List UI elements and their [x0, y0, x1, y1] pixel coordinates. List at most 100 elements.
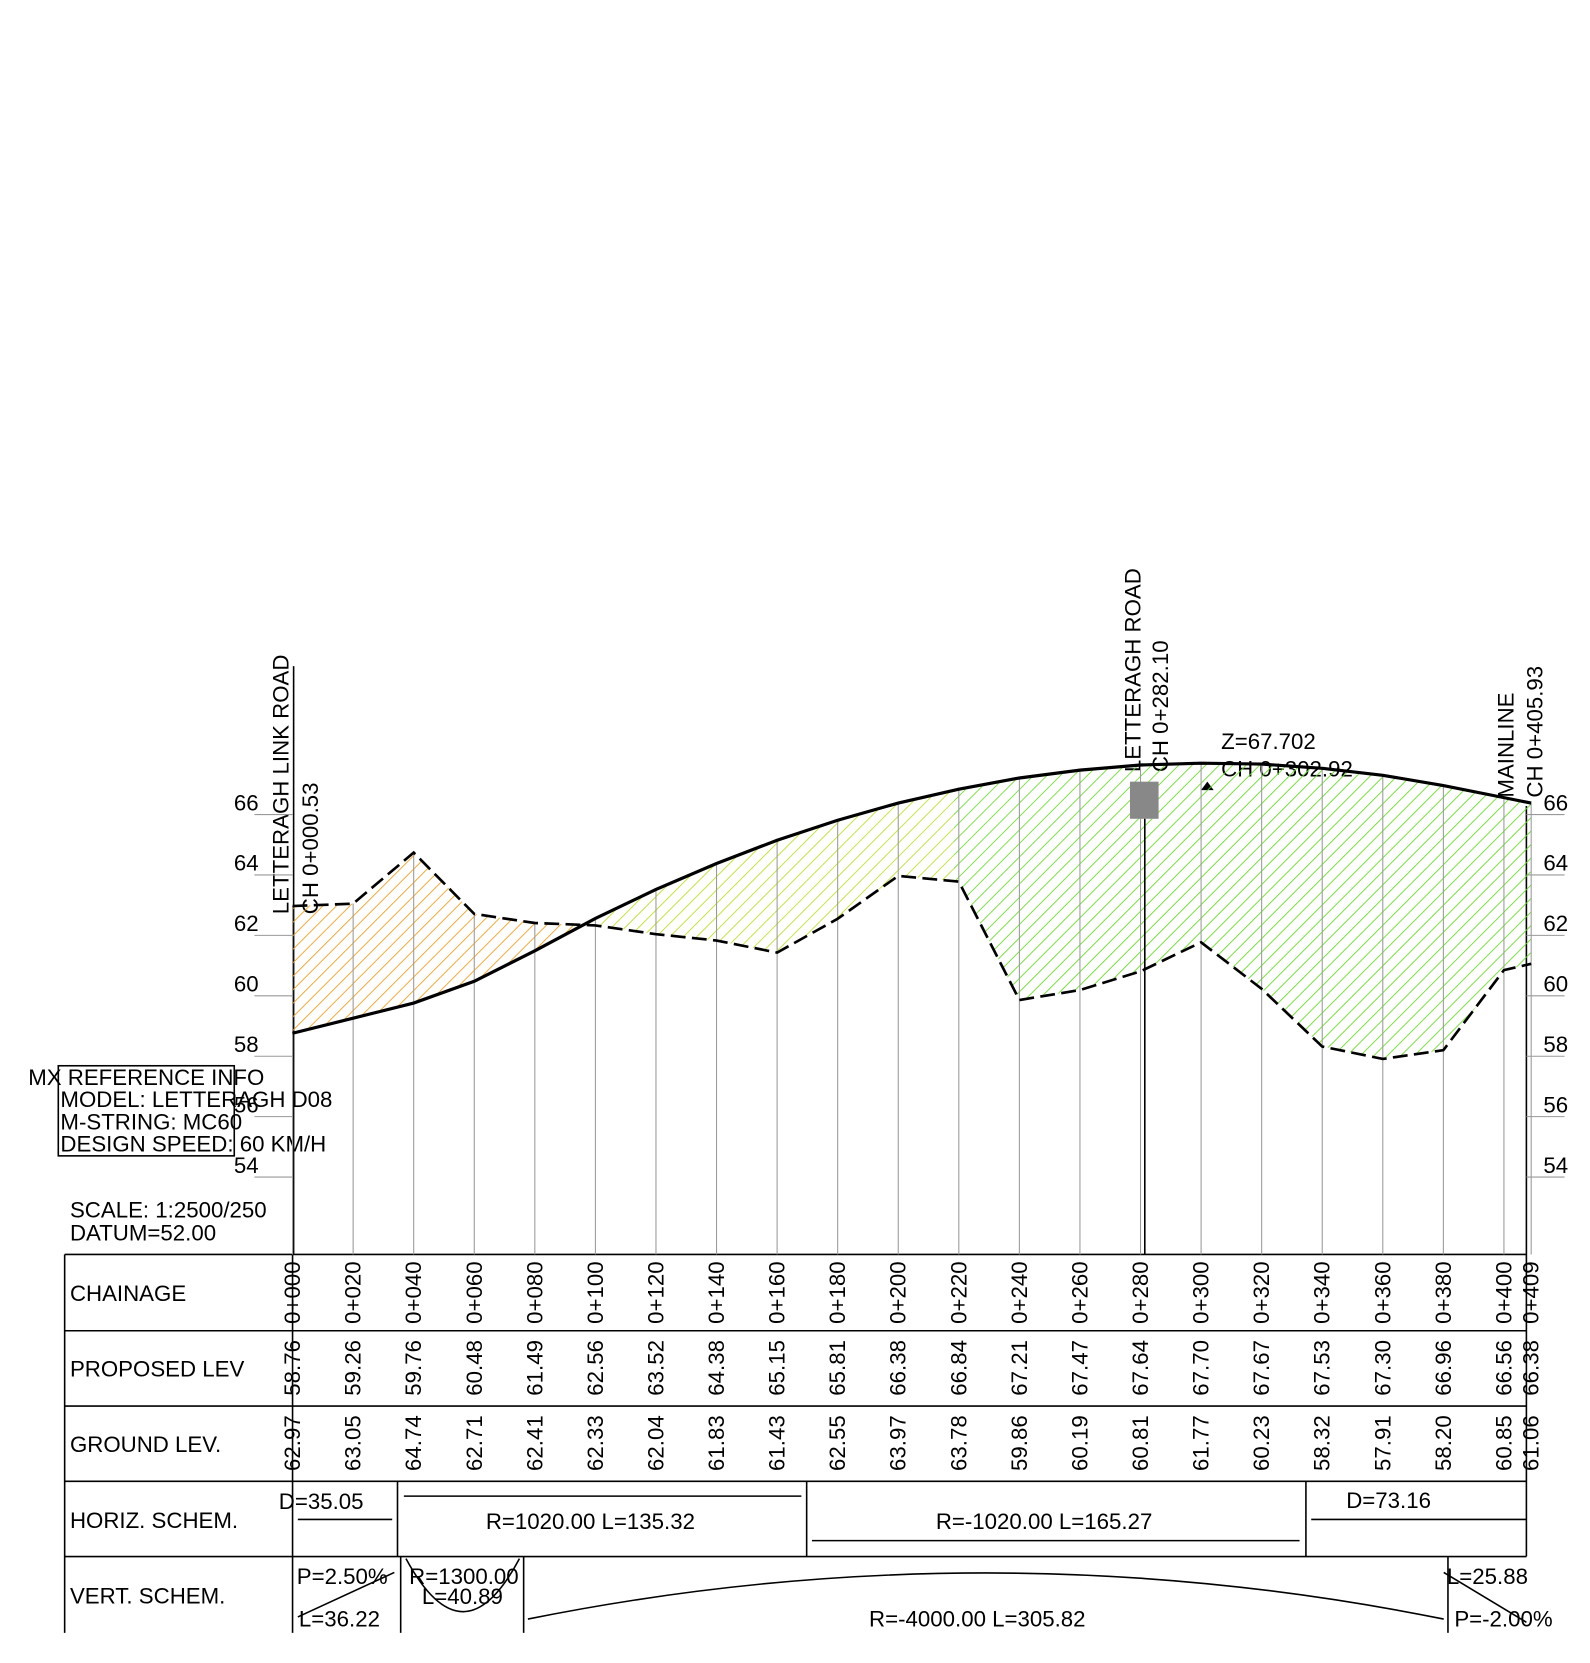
reference-box — [57, 1064, 236, 1157]
vert-schem: L=25.88 — [1447, 1564, 1528, 1589]
ground-cell: 61.83 — [704, 1415, 729, 1471]
earthwork-hatch — [954, 763, 1532, 1059]
chainage-cell: 0+340 — [1310, 1261, 1335, 1324]
ground-cell: 60.81 — [1128, 1415, 1153, 1471]
horiz-schem: R=-1020.00 L=165.27 — [936, 1509, 1153, 1534]
row-label: PROPOSED LEV — [70, 1357, 245, 1382]
level-label: 66 — [1543, 790, 1568, 815]
reference-line: MX REFERENCE INFO — [28, 1065, 264, 1090]
annotation: CH 0+282.10 — [1148, 640, 1173, 772]
earthwork-hatch — [593, 790, 954, 953]
level-label: 62 — [234, 911, 259, 936]
vert-schem: P=2.50% — [297, 1564, 388, 1589]
proposed-cell: 61.49 — [522, 1340, 547, 1396]
datum: DATUM=52.00 — [70, 1221, 216, 1246]
bridge — [1129, 781, 1159, 819]
proposed-cell: 67.21 — [1007, 1340, 1032, 1396]
row-label: VERT. SCHEM. — [70, 1583, 225, 1608]
proposed-cell: 67.67 — [1249, 1340, 1274, 1396]
row-label: CHAINAGE — [70, 1281, 186, 1306]
scale: SCALE: 1:2500/250 — [70, 1197, 267, 1222]
proposed-cell: 63.52 — [643, 1340, 668, 1396]
ground-cell: 62.71 — [462, 1415, 487, 1471]
ground-cell: 62.33 — [583, 1415, 608, 1471]
level-label: 64 — [1543, 851, 1568, 876]
row-label: GROUND LEV. — [70, 1432, 221, 1457]
level-label: 64 — [234, 851, 259, 876]
level-label: 66 — [234, 790, 259, 815]
ground-cell: 62.55 — [825, 1415, 850, 1471]
annotation: MAINLINE — [1494, 692, 1519, 797]
chainage-cell: 0+060 — [462, 1261, 487, 1324]
ground-cell: 61.77 — [1189, 1415, 1214, 1471]
level-label: 60 — [1543, 972, 1568, 997]
horiz-schem: D=35.05 — [279, 1489, 364, 1514]
chainage-cell: 0+280 — [1128, 1261, 1153, 1324]
chainage-cell: 0+080 — [522, 1261, 547, 1324]
level-label: 54 — [1543, 1153, 1568, 1178]
proposed-cell: 58.76 — [280, 1340, 305, 1396]
proposed-cell: 64.38 — [704, 1340, 729, 1396]
chainage-cell: 0+040 — [401, 1261, 426, 1324]
chainage-cell: 0+320 — [1249, 1261, 1274, 1324]
proposed-cell: 66.38 — [1519, 1340, 1544, 1396]
ground-line — [292, 850, 1532, 1061]
level-label: 62 — [1543, 911, 1568, 936]
ground-cell: 61.06 — [1519, 1415, 1544, 1471]
chainage-cell: 0+220 — [946, 1261, 971, 1324]
reference-line: DESIGN SPEED: 60 KM/H — [60, 1132, 326, 1157]
ground-cell: 58.20 — [1431, 1415, 1456, 1471]
proposed-cell: 62.56 — [583, 1340, 608, 1396]
proposed-cell: 65.81 — [825, 1340, 850, 1396]
proposed-cell: 67.64 — [1128, 1340, 1153, 1396]
table-frame — [63, 1253, 1528, 1633]
chainage-cell: 0+160 — [765, 1261, 790, 1324]
ground-cell: 62.41 — [522, 1415, 547, 1471]
proposed-cell: 66.38 — [886, 1340, 911, 1396]
ground-cell: 64.74 — [401, 1415, 426, 1471]
ground-cell: 63.97 — [886, 1415, 911, 1471]
ground-cell: 62.97 — [280, 1415, 305, 1471]
chainage-cell: 0+300 — [1189, 1261, 1214, 1324]
ground-cell: 58.32 — [1310, 1415, 1335, 1471]
ground-cell: 60.19 — [1067, 1415, 1092, 1471]
proposed-cell: 66.84 — [946, 1340, 971, 1396]
vert-schem: L=40.89 — [422, 1584, 503, 1609]
chainage-cell: 0+100 — [583, 1261, 608, 1324]
vert-schem: R=-4000.00 L=305.82 — [869, 1607, 1086, 1632]
chainage-cell: 0+409 — [1519, 1261, 1544, 1324]
annotation: Z=67.702 — [1221, 729, 1316, 754]
horiz-schem: D=73.16 — [1346, 1488, 1431, 1513]
annotation: CH 0+000.53 — [298, 782, 323, 914]
chainage-cell: 0+380 — [1431, 1261, 1456, 1324]
vert-schem: R=1300.00 — [409, 1564, 518, 1589]
level-label: 58 — [1543, 1032, 1568, 1057]
vert-schem: P=-2.00% — [1454, 1607, 1552, 1632]
ground-cell: 61.43 — [765, 1415, 790, 1471]
ground-cell: 59.86 — [1007, 1415, 1032, 1471]
proposed-cell: 66.56 — [1491, 1340, 1516, 1396]
reference-line: MODEL: LETTERAGH D08 — [60, 1087, 332, 1112]
proposed-cell: 67.30 — [1370, 1340, 1395, 1396]
level-label: 56 — [1543, 1092, 1568, 1117]
proposed-cell: 67.70 — [1189, 1340, 1214, 1396]
horiz-schem: R=1020.00 L=135.32 — [486, 1509, 695, 1534]
proposed-cell: 60.48 — [462, 1340, 487, 1396]
chainage-cell: 0+360 — [1370, 1261, 1395, 1324]
chainage-cell: 0+240 — [1007, 1261, 1032, 1324]
reference-line: M-STRING: MC60 — [60, 1109, 242, 1134]
chainage-cell: 0+260 — [1067, 1261, 1092, 1323]
proposed-cell: 67.53 — [1310, 1340, 1335, 1396]
level-label: 60 — [234, 972, 259, 997]
annotation: LETTERAGH LINK ROAD — [268, 655, 293, 915]
proposed-cell: 59.76 — [401, 1340, 426, 1396]
level-label: 56 — [234, 1092, 259, 1117]
chainage-cell: 0+120 — [643, 1261, 668, 1324]
chainage-cell: 0+000 — [280, 1261, 305, 1324]
proposed-cell: 65.15 — [765, 1340, 790, 1396]
level-label: 58 — [234, 1032, 259, 1057]
proposed-cell: 66.96 — [1431, 1340, 1456, 1396]
chainage-cell: 0+140 — [704, 1261, 729, 1324]
